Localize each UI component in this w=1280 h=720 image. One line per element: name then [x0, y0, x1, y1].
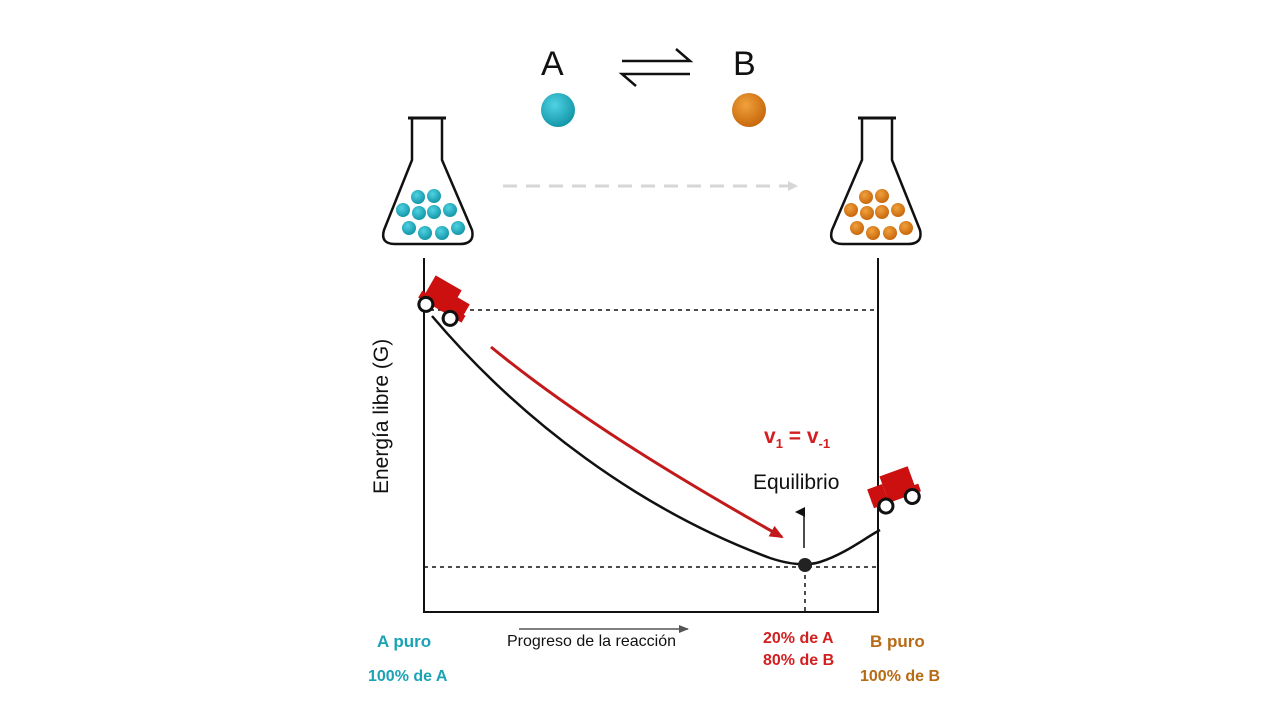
equilibrium-point [798, 558, 812, 572]
rate-equality-label: v1 = v-1 [764, 425, 830, 451]
rate-eq-sign: = [782, 425, 807, 448]
start-composition: 100% de A [368, 668, 448, 685]
equilibrium-arrows-icon [618, 48, 694, 87]
rate-sub-fwd: 1 [775, 436, 783, 452]
y-axis-label: Energía libre (G) [370, 338, 393, 494]
car-end-icon [867, 466, 921, 515]
rate-v-fwd: v [764, 425, 776, 448]
molecule-b-icon [732, 93, 766, 127]
free-energy-curve [431, 315, 881, 566]
rate-v-rev: v [806, 425, 819, 448]
x-axis-label: Progreso de la reacción [507, 633, 676, 650]
rate-sub-rev: -1 [818, 436, 831, 452]
start-label: A puro [377, 632, 432, 651]
flask-a-icon [381, 116, 474, 246]
molecule-a-icon [541, 93, 575, 127]
equilibrium-label: Equilibrio [753, 471, 840, 494]
product-label: B [733, 45, 756, 83]
reactant-label: A [541, 45, 564, 83]
equilibrium-composition-b: 80% de B [763, 652, 835, 669]
end-composition: 100% de B [860, 668, 941, 685]
equilibrium-composition-a: 20% de A [763, 630, 834, 647]
end-label: B puro [870, 632, 925, 651]
flask-b-icon [829, 116, 922, 246]
car-start-icon [417, 275, 470, 327]
plot-frame [423, 258, 879, 613]
reaction-direction-arrow [490, 345, 784, 539]
